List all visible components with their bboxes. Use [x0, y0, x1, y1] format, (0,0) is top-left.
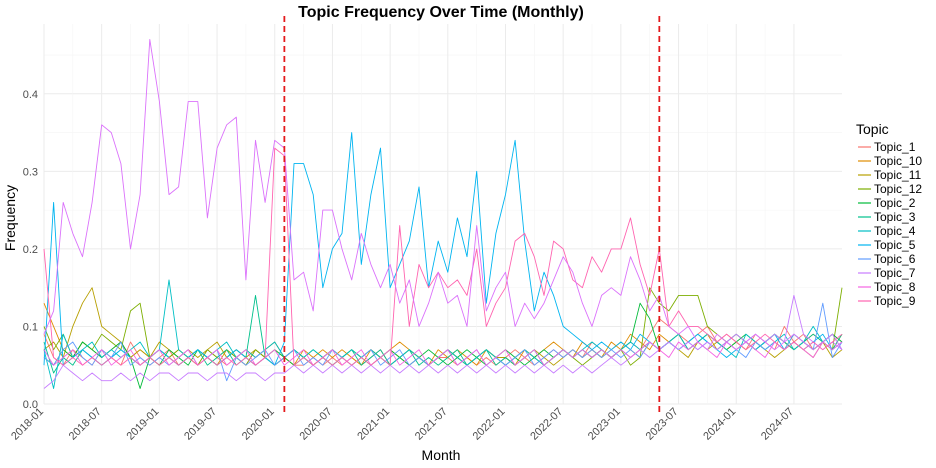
x-axis: 2018-01 2018-07 2019-01 2019-07 2020-01 2020-… — [9, 406, 796, 443]
legend-label: Topic_9 — [874, 294, 916, 308]
legend-label: Topic_10 — [874, 154, 922, 168]
series-line-topic_9 — [43, 147, 843, 366]
x-tick-label: 2019-01 — [124, 406, 161, 443]
grid — [43, 24, 842, 405]
series-line-topic_1 — [43, 318, 843, 366]
series-line-topic_4 — [43, 279, 843, 389]
x-tick-label: 2024-01 — [701, 406, 738, 443]
x-tick-label: 2020-07 — [298, 406, 335, 443]
x-tick-label: 2018-01 — [9, 406, 46, 443]
legend-label: Topic_2 — [874, 196, 916, 210]
x-tick-label: 2021-07 — [413, 406, 450, 443]
y-tick-label: 0.0 — [23, 399, 38, 411]
y-tick-label: 0.4 — [23, 89, 38, 101]
series-lines — [43, 39, 843, 389]
event-lines — [283, 16, 661, 414]
y-tick-label: 0.2 — [23, 244, 38, 256]
x-tick-label: 2022-07 — [528, 406, 565, 443]
x-axis-title: Month — [422, 447, 461, 463]
x-tick-label: 2019-07 — [182, 406, 219, 443]
legend-label: Topic_5 — [874, 238, 916, 252]
x-tick-label: 2022-01 — [471, 406, 508, 443]
y-tick-label: 0.3 — [23, 166, 38, 178]
legend-label: Topic_6 — [874, 252, 916, 266]
legend-label: Topic_11 — [874, 168, 921, 182]
x-tick-label: 2024-07 — [759, 406, 796, 443]
x-tick-label: 2021-01 — [355, 406, 392, 443]
y-tick-label: 0.1 — [23, 321, 38, 333]
series-line-topic_8 — [43, 341, 843, 366]
legend-label: Topic_3 — [874, 210, 916, 224]
series-line-topic_7b — [43, 39, 843, 351]
series-line-topic_7 — [43, 294, 843, 389]
x-tick-label: 2018-07 — [67, 406, 104, 443]
legend-label: Topic_1 — [874, 140, 916, 154]
chart-title: Topic Frequency Over Time (Monthly) — [298, 4, 584, 21]
legend-title: Topic — [856, 121, 889, 137]
x-tick-label: 2023-01 — [586, 406, 623, 443]
x-tick-label: 2023-07 — [644, 406, 681, 443]
legend-label: Topic_7 — [874, 266, 916, 280]
legend-label: Topic_12 — [874, 182, 922, 196]
y-axis: 0.0 0.1 0.2 0.3 0.4 — [23, 89, 38, 411]
x-tick-label: 2020-01 — [240, 406, 277, 443]
legend-label: Topic_8 — [874, 280, 916, 294]
legend: Topic Topic_1Topic_10Topic_11Topic_12Top… — [856, 121, 922, 308]
legend-label: Topic_4 — [874, 224, 916, 238]
y-axis-title: Frequency — [2, 185, 18, 251]
